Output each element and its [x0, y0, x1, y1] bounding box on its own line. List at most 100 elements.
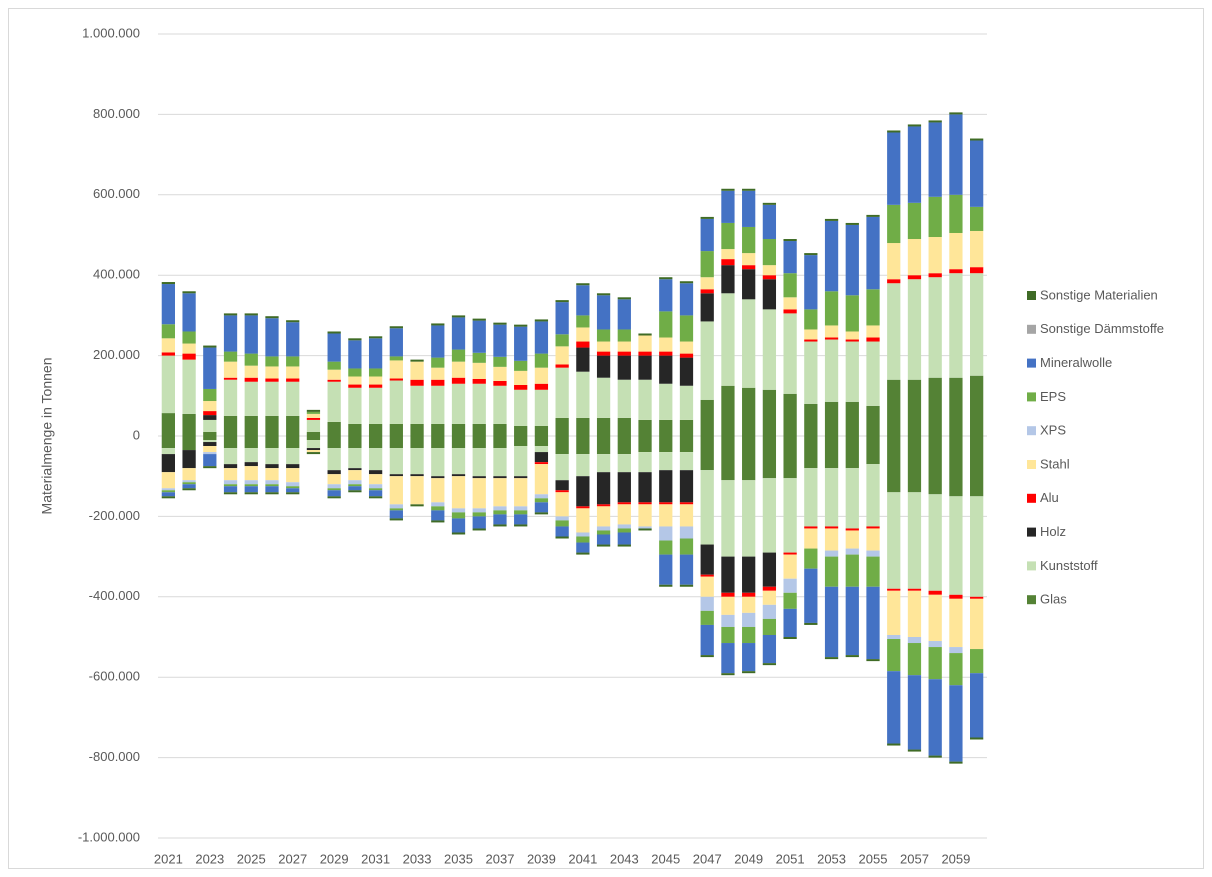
bar-segment [804, 329, 818, 340]
y-axis-title: Materialmenge in Tonnen [39, 358, 55, 515]
bar-segment [327, 490, 341, 497]
bar-segment [617, 329, 631, 342]
bar-segment [887, 436, 901, 493]
bar-segment [306, 431, 321, 436]
bar-segment [845, 222, 859, 225]
bar-segment [617, 532, 631, 545]
bar-segment [783, 637, 797, 640]
bar-segment [286, 322, 300, 357]
bar-segment [783, 313, 797, 394]
x-tick-label: 2039 [527, 851, 556, 866]
bar-segment [700, 218, 714, 252]
bar-segment [659, 504, 673, 527]
bar-segment [389, 510, 403, 519]
bar-segment [679, 436, 694, 453]
bar-segment [638, 436, 652, 453]
bar-segment [907, 492, 922, 589]
bar-segment [907, 436, 922, 493]
bar-segment [514, 326, 528, 361]
bar-segment [286, 356, 300, 367]
bar-segment [306, 409, 321, 412]
bar-segment [659, 436, 673, 453]
bar-segment [182, 291, 196, 294]
bar-segment [223, 315, 238, 352]
bar-segment [182, 484, 196, 489]
bar-segment [327, 474, 341, 485]
bar-segment [576, 371, 590, 418]
bar-segment [617, 299, 631, 330]
bar-segment [970, 267, 984, 274]
bar-segment [514, 324, 528, 327]
bar-segment [534, 512, 549, 515]
x-tick-label: 2041 [568, 851, 597, 866]
bar-segment [679, 554, 694, 585]
bar-segment [534, 321, 549, 354]
bar-segment [783, 554, 797, 579]
bar-segment [783, 309, 797, 314]
bar-segment [596, 436, 611, 455]
bar-segment [742, 387, 756, 436]
bar-segment [659, 311, 673, 338]
bar-segment [514, 360, 528, 371]
y-tick-label: -400.000 [89, 588, 140, 603]
bar-segment [742, 253, 756, 266]
bar-segment [223, 313, 238, 316]
bar-segment [306, 452, 321, 455]
bar-segment [970, 649, 984, 674]
bar-segment [493, 324, 507, 357]
bar-segment [161, 338, 175, 353]
bar-segment [783, 393, 797, 436]
bar-segment [907, 749, 922, 752]
bar-segment [493, 385, 507, 424]
bar-segment [555, 367, 569, 418]
bar-segment [244, 484, 258, 487]
bar-segment [348, 387, 362, 424]
bar-segment [431, 423, 445, 436]
bar-segment [327, 333, 341, 362]
bar-segment [431, 510, 445, 521]
bar-segment [949, 761, 963, 764]
bar-segment [762, 389, 777, 436]
x-tick-label: 2045 [651, 851, 680, 866]
bar-segment [182, 331, 196, 344]
bar-segment [866, 464, 880, 527]
bar-segment [887, 492, 901, 589]
bar-segment [824, 550, 839, 557]
bar-segment [472, 478, 486, 509]
bar-segment [368, 474, 383, 485]
bar-segment [265, 484, 279, 487]
bar-segment [928, 196, 942, 238]
bar-segment [907, 643, 922, 676]
y-tick-label: -800.000 [89, 749, 140, 764]
x-tick-label: 2035 [444, 851, 473, 866]
bar-segment [907, 202, 922, 240]
bar-segment [887, 743, 901, 746]
bar-segment [949, 269, 963, 274]
bar-segment [866, 214, 880, 217]
bar-segment [410, 504, 424, 507]
bar-segment [804, 255, 818, 310]
bar-segment [638, 526, 652, 529]
bar-segment [804, 341, 818, 404]
bar-segment [493, 478, 507, 507]
bar-segment [762, 239, 777, 266]
bar-segment [659, 470, 673, 503]
bar-segment [700, 544, 714, 575]
legend-swatch [1027, 460, 1036, 469]
bar-segment [576, 283, 590, 286]
bar-segment [970, 673, 984, 738]
bar-segment [244, 415, 258, 436]
bar-segment [348, 490, 362, 493]
bar-segment [286, 486, 300, 489]
bar-segment [203, 431, 217, 436]
bar-segment [596, 454, 611, 473]
bar-segment [389, 360, 403, 379]
bar-segment [348, 470, 362, 481]
y-tick-label: 600.000 [93, 186, 140, 201]
bar-segment [244, 486, 258, 493]
bar-segment [638, 452, 652, 473]
bar-segment [907, 275, 922, 280]
bar-segment [679, 526, 694, 539]
bar-segment [783, 478, 797, 553]
x-tick-label: 2047 [693, 851, 722, 866]
